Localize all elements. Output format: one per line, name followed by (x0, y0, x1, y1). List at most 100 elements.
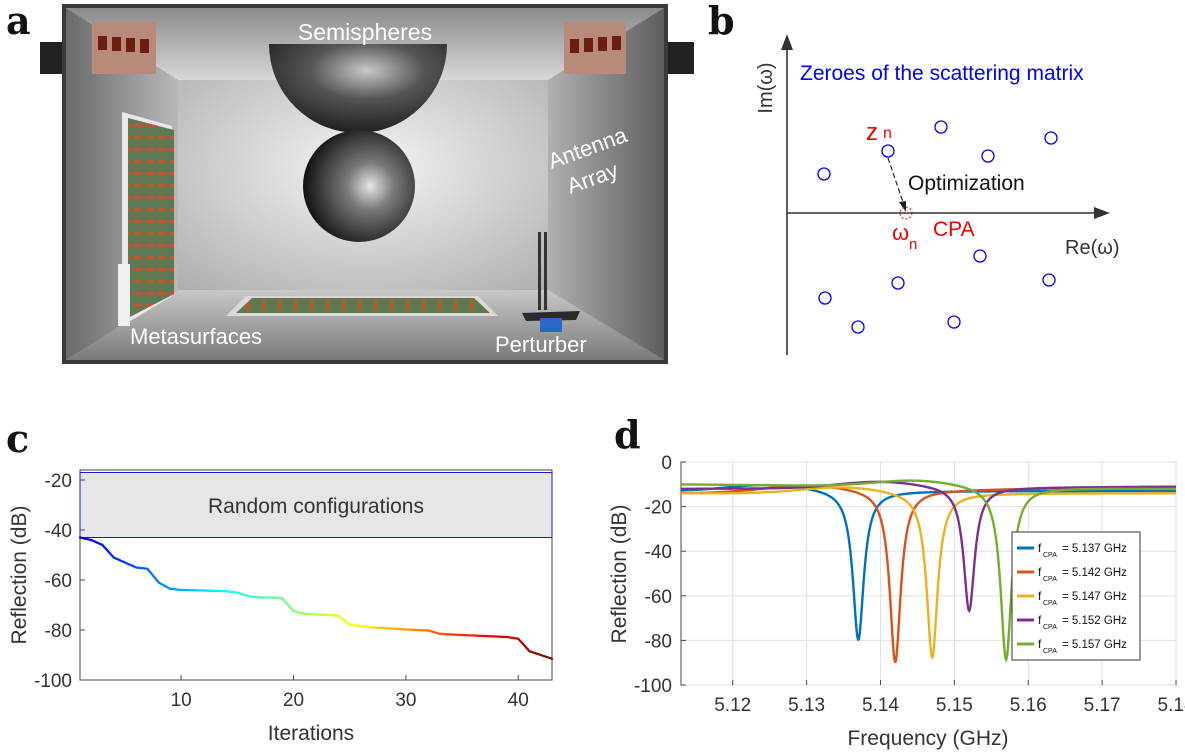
y-tick-label: -80 (45, 621, 72, 642)
wall-metasurface (128, 118, 174, 318)
y-tick-label: -60 (645, 587, 672, 608)
zero-marker (881, 144, 895, 158)
panel-d-chart: 5.12 5.13 5.14 5.15 5.16 5.17 5.18 0 -20 -40 -60 -8… (608, 453, 1185, 750)
x-tick-label: 5.12 (714, 695, 751, 716)
zero-marker (973, 249, 987, 263)
optimization-path (887, 157, 906, 209)
y-tick-label: -20 (45, 471, 72, 492)
legend-entry-sub: CPA (1043, 600, 1057, 607)
y-tick-label: -60 (45, 571, 72, 592)
perturber (522, 232, 580, 332)
x-tick-label: 5.17 (1084, 695, 1121, 716)
label-perturber: Perturber (495, 332, 587, 357)
chart-c-ticks: 10 20 30 40 -20 -40 -60 -80 -100 (34, 471, 529, 711)
x-tick-label: 5.13 (788, 695, 825, 716)
wn-label: ω (892, 220, 909, 245)
wn-subscript: n (909, 236, 917, 253)
zero-marker (851, 320, 865, 334)
x-tick-label: 30 (395, 690, 416, 711)
zn-subscript: n (883, 125, 892, 142)
zero-marker (817, 167, 831, 181)
re-axis-label: Re(ω) (1065, 237, 1120, 259)
right-flange (668, 42, 694, 74)
cpa-label: CPA (933, 218, 975, 241)
panel-label-a: a (6, 0, 31, 43)
legend-entry-value: = 5.142 GHz (1062, 567, 1127, 579)
floor (66, 290, 664, 360)
right-antenna-array (564, 22, 626, 74)
y-tick-label: -100 (34, 671, 72, 692)
optimization-label: Optimization (908, 172, 1025, 195)
x-tick-label: 5.16 (1010, 695, 1047, 716)
zero-marker (818, 291, 832, 305)
zn-label: z (866, 119, 878, 146)
legend-entry-name: f (1038, 565, 1042, 579)
y-tick-label: -20 (645, 498, 672, 519)
y-tick-label: 0 (661, 453, 672, 474)
zero-marker (981, 149, 995, 163)
im-axis-label: Im(ω) (755, 62, 777, 113)
panel-c-chart: Random configurations 10 20 30 40 -20 -40 -60 -… (8, 469, 554, 745)
chart-d-ylabel: Reflection (dB) (608, 505, 631, 644)
legend-entry-name: f (1038, 613, 1042, 627)
chart-d-series-line (681, 480, 1176, 613)
y-tick-label: -80 (645, 631, 672, 652)
left-flange (40, 42, 66, 74)
legend-entry-sub: CPA (1043, 576, 1057, 583)
x-tick-label: 5.15 (936, 695, 973, 716)
chart-d-series (681, 479, 1176, 664)
panel-b-diagram: Im(ω) Re(ω) Zeroes of the scattering mat… (755, 34, 1120, 355)
legend-entry-value: = 5.147 GHz (1062, 591, 1127, 603)
zeros-title: Zeroes of the scattering matrix (800, 62, 1084, 85)
chart-d-series-line (681, 486, 1176, 660)
zero-marker (1042, 273, 1056, 287)
chart-c-line-segment (549, 657, 554, 660)
chart-c-ylabel: Reflection (dB) (8, 506, 31, 645)
im-axis-arrow (781, 34, 793, 50)
legend-entry-name: f (1038, 541, 1042, 555)
panel-label-d: d (614, 412, 641, 457)
legend-entry-sub: CPA (1043, 624, 1057, 631)
y-tick-label: -100 (634, 676, 672, 697)
legend-entry-value: = 5.157 GHz (1062, 639, 1127, 651)
random-configurations-label: Random configurations (208, 495, 424, 518)
panel-a-illustration: Semispheres Antenna Array Metasurfaces P… (40, 4, 694, 364)
x-tick-label: 5.14 (862, 695, 899, 716)
legend-entry-sub: CPA (1043, 552, 1057, 559)
zero-marker (891, 276, 905, 290)
legend-entry-value: = 5.152 GHz (1062, 615, 1127, 627)
right-wall (548, 8, 664, 360)
zeros-markers (817, 120, 1058, 334)
zero-marker (947, 315, 961, 329)
panel-label-c: c (6, 416, 29, 461)
zero-marker (934, 120, 948, 134)
floor-metasurface (236, 298, 490, 313)
legend-entry-name: f (1038, 589, 1042, 603)
chart-d-ticks: 5.12 5.13 5.14 5.15 5.16 5.17 5.18 0 -20 -40 -60 -8… (634, 453, 1185, 716)
label-semispheres: Semispheres (298, 19, 432, 45)
zero-marker (1044, 131, 1058, 145)
y-tick-label: -40 (645, 542, 672, 563)
random-configurations-band (79, 472, 553, 538)
legend-entry-value: = 5.137 GHz (1062, 543, 1127, 555)
legend-entry-sub: CPA (1043, 648, 1057, 655)
x-tick-label: 40 (508, 690, 529, 711)
label-metasurfaces: Metasurfaces (130, 324, 262, 349)
x-tick-label: 5.18 (1158, 695, 1185, 716)
cpa-point (899, 206, 913, 220)
semisphere-top (269, 44, 447, 133)
left-antenna-array (92, 22, 156, 74)
chart-c-xlabel: Iterations (268, 722, 354, 745)
chart-c-series-line (78, 536, 554, 660)
x-tick-label: 10 (171, 690, 192, 711)
panel-label-b: b (708, 0, 735, 43)
chart-d-xlabel: Frequency (GHz) (847, 727, 1008, 750)
semisphere-ball (303, 130, 415, 242)
legend-entry-name: f (1038, 637, 1042, 651)
chart-d-series-line (681, 479, 1176, 663)
y-tick-label: -40 (45, 521, 72, 542)
optimization-arrowhead (899, 201, 906, 212)
re-axis-arrow (1094, 207, 1110, 219)
